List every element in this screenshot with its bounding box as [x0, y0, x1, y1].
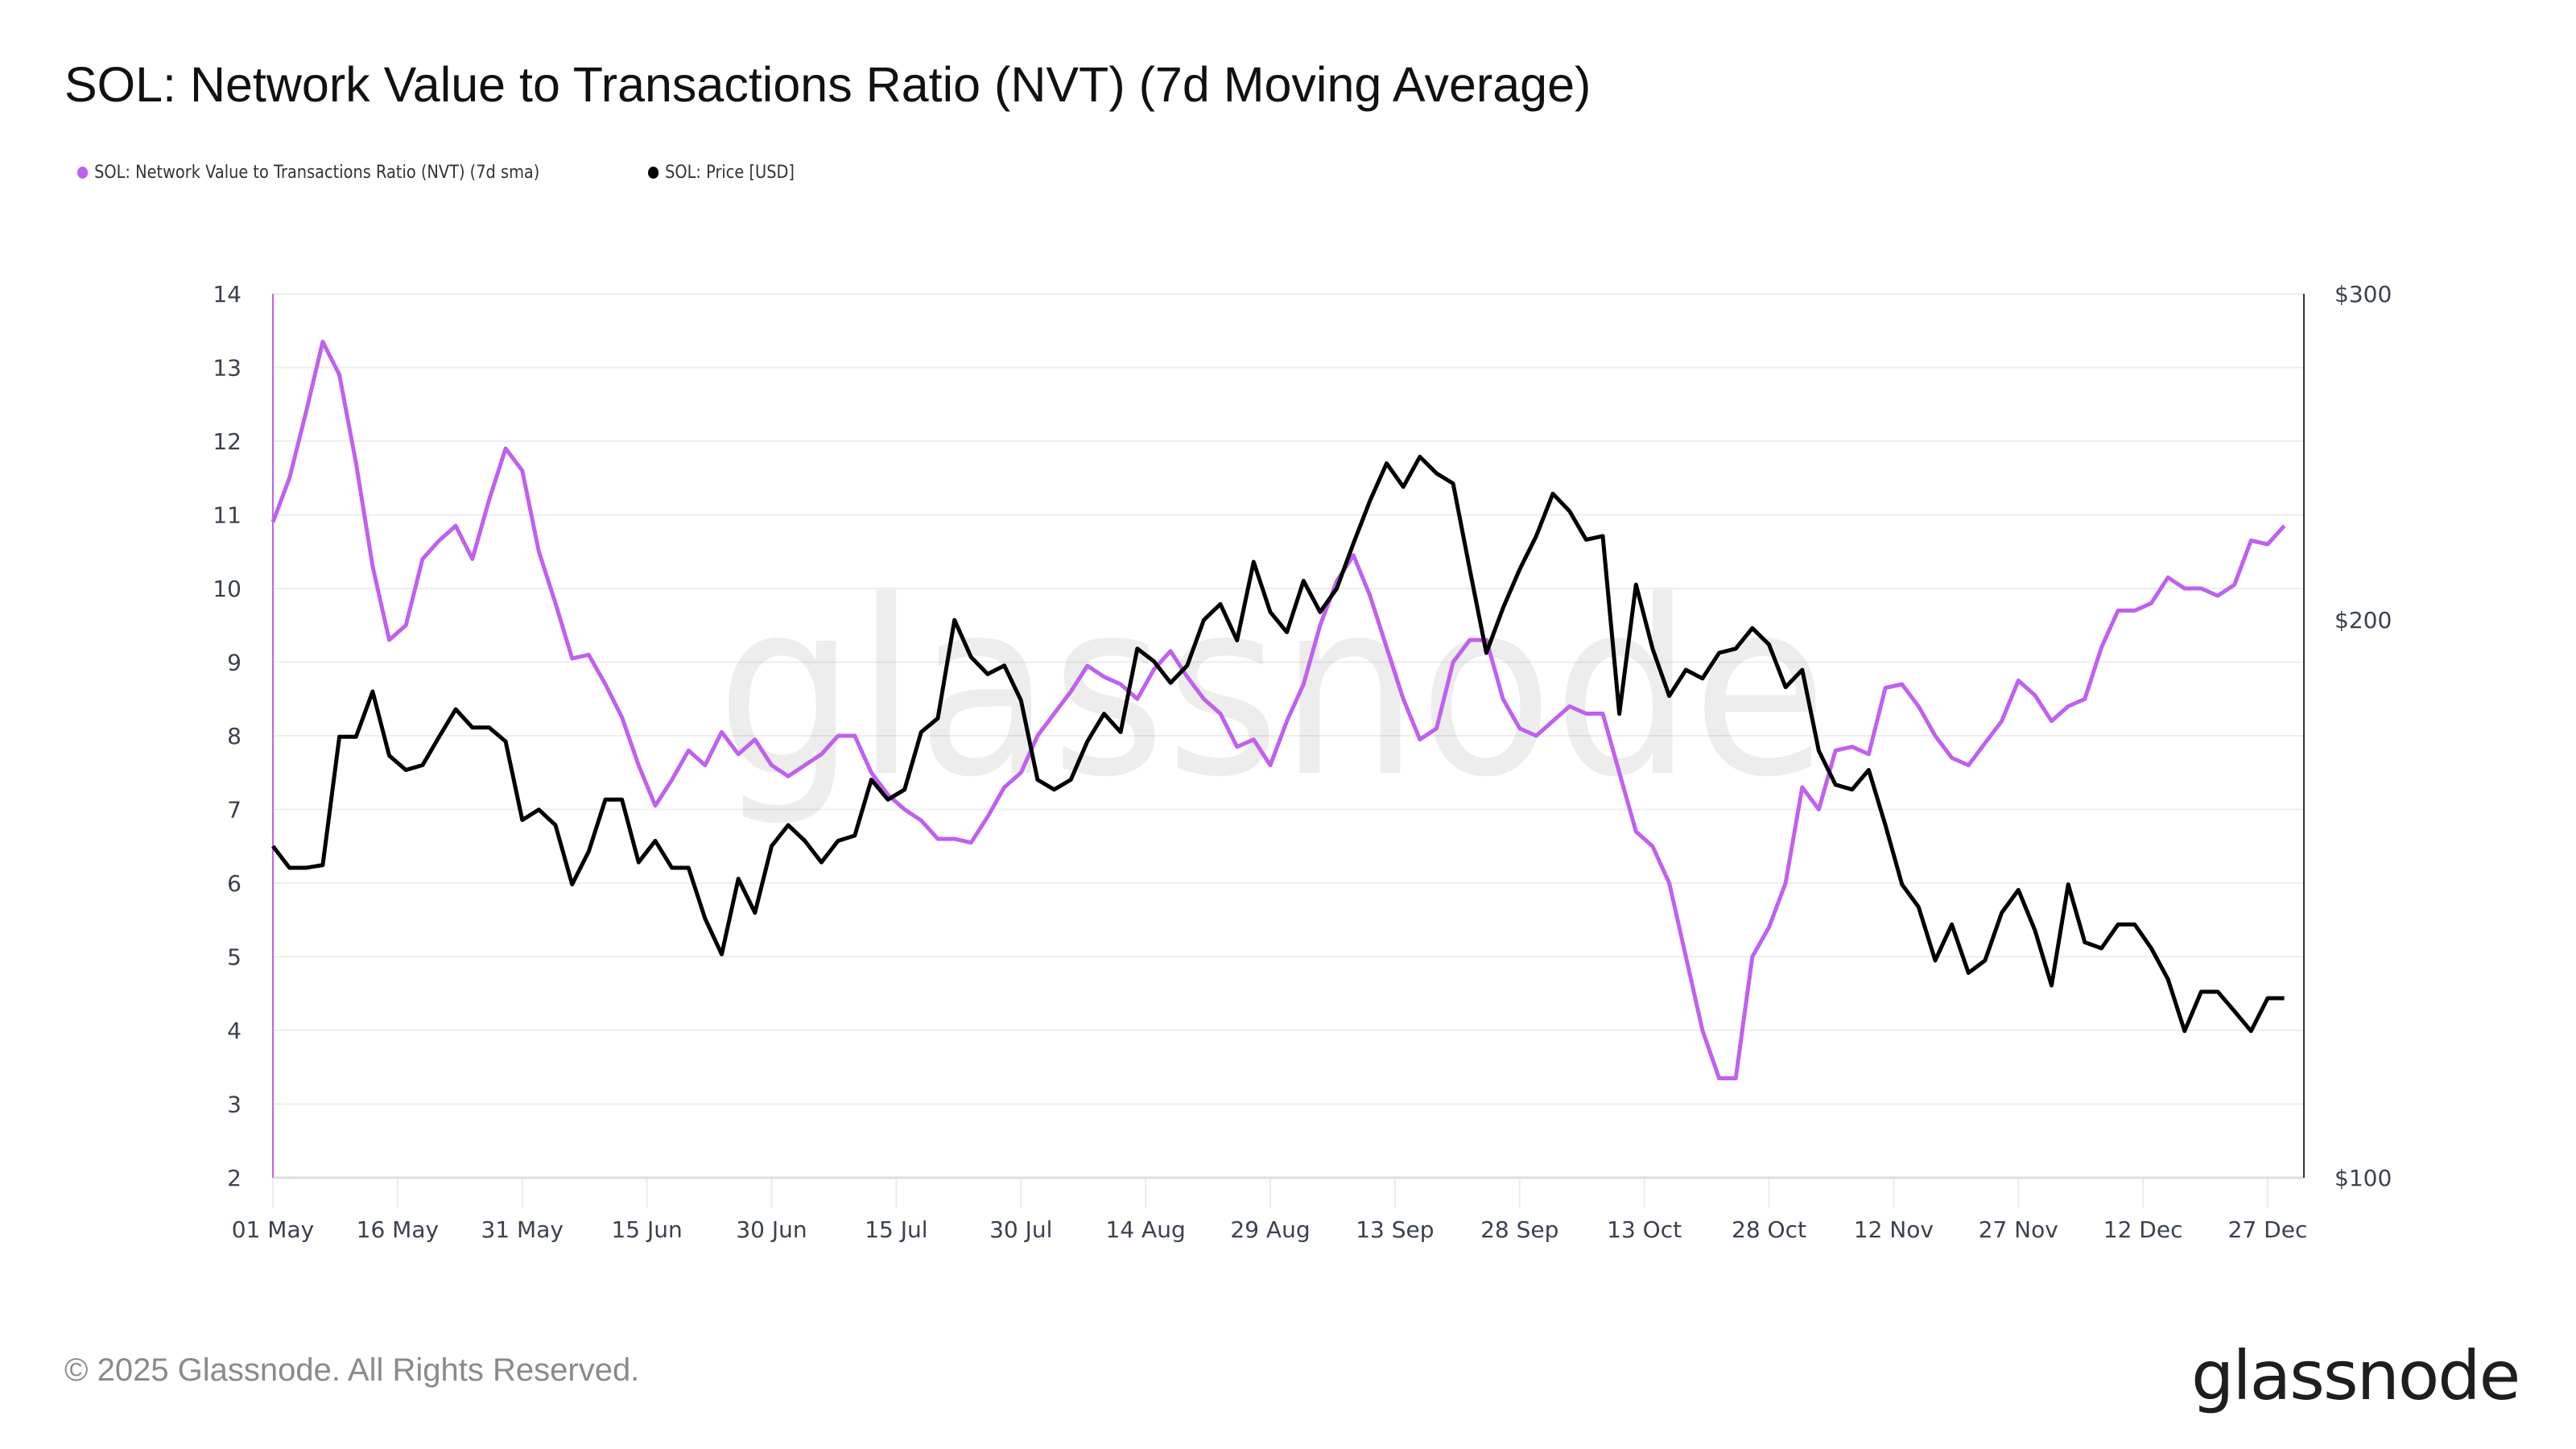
x-tick-label: 12 Nov — [1854, 1216, 1934, 1243]
y-left-tick-label: 4 — [227, 1018, 242, 1044]
legend-item-nvt[interactable]: SOL: Network Value to Transactions Ratio… — [77, 163, 539, 183]
x-tick-label: 14 Aug — [1106, 1216, 1186, 1243]
y-right-tick-label: $300 — [2334, 281, 2392, 308]
x-tick-label: 12 Dec — [2103, 1216, 2183, 1243]
y-left-tick-label: 12 — [213, 428, 242, 455]
copyright-text: © 2025 Glassnode. All Rights Reserved. — [64, 1352, 640, 1388]
x-tick-label: 15 Jul — [865, 1216, 927, 1243]
axes: 2 3 4 5 6 7 8 9 10 11 12 13 14 $100 $200 $300 01 May 16 M… — [213, 281, 2392, 1243]
y-left-tick-label: 9 — [227, 650, 242, 676]
x-tick-label: 01 May — [232, 1216, 314, 1243]
y-right-tick-label: $200 — [2334, 607, 2392, 634]
x-tick-label: 13 Sep — [1356, 1216, 1434, 1243]
y-left-tick-label: 13 — [213, 355, 242, 382]
x-tick-label: 30 Jul — [989, 1216, 1052, 1243]
y-left-tick-label: 2 — [227, 1165, 242, 1191]
x-tick-label: 13 Oct — [1607, 1216, 1682, 1243]
watermark: glassnode — [716, 549, 1827, 830]
y-left-tick-label: 5 — [227, 944, 242, 971]
glassnode-logo: glassnode — [2191, 1336, 2520, 1415]
x-tick-label: 29 Aug — [1230, 1216, 1310, 1243]
x-tick-label: 31 May — [481, 1216, 564, 1243]
series-lines — [270, 340, 2286, 1080]
x-tick-label: 30 Jun — [736, 1216, 807, 1243]
chart-title: SOL: Network Value to Transactions Ratio… — [64, 57, 1591, 112]
x-tick-label: 15 Jun — [611, 1216, 682, 1243]
y-right-tick-label: $100 — [2334, 1165, 2392, 1191]
x-tick-label: 27 Nov — [1979, 1216, 2058, 1243]
legend-label-nvt: SOL: Network Value to Transactions Ratio… — [94, 163, 540, 183]
y-left-tick-label: 7 — [227, 797, 242, 824]
legend-item-price[interactable]: SOL: Price [USD] — [648, 163, 795, 183]
x-tick-label: 28 Sep — [1480, 1216, 1558, 1243]
x-tick-label: 16 May — [357, 1216, 439, 1243]
x-tick-label: 28 Oct — [1732, 1216, 1806, 1243]
price-series-line — [271, 454, 2285, 1034]
y-left-tick-label: 8 — [227, 723, 242, 749]
y-left-tick-label: 10 — [213, 576, 242, 602]
legend-dot-nvt — [77, 167, 89, 179]
y-left-tick-label: 14 — [213, 281, 242, 308]
y-left-tick-label: 6 — [227, 870, 242, 897]
legend-dot-price — [648, 167, 659, 179]
x-tick-label: 27 Dec — [2228, 1216, 2308, 1243]
legend-label-price: SOL: Price [USD] — [665, 163, 795, 183]
nvt-series-line — [270, 340, 2286, 1080]
y-left-tick-label: 11 — [213, 502, 242, 529]
y-left-tick-label: 3 — [227, 1092, 242, 1118]
